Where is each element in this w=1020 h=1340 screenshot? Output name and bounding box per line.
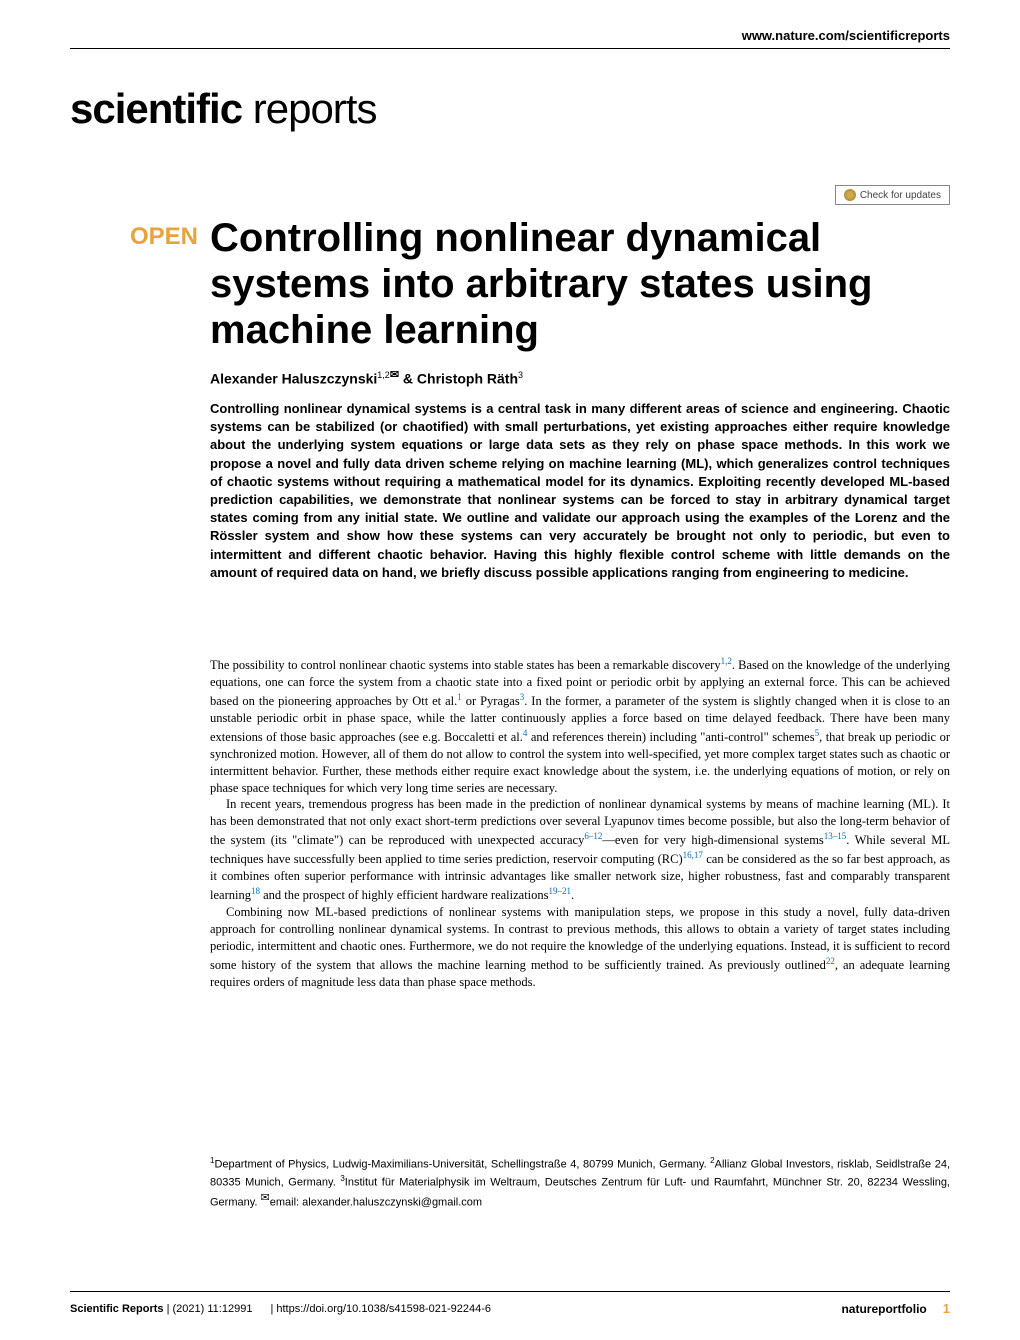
ref-link[interactable]: 6–12 (584, 831, 602, 841)
ref-link[interactable]: 22 (826, 956, 835, 966)
affiliations: 1Department of Physics, Ludwig-Maximilia… (210, 1155, 950, 1211)
check-updates-icon (844, 189, 856, 201)
logo-reports: reports (242, 85, 376, 132)
footer-left: Scientific Reports | (2021) 11:12991 | h… (70, 1303, 491, 1315)
author-affil-sup-1: 1,2 (377, 370, 390, 380)
footer-journal: Scientific Reports (70, 1303, 164, 1315)
footer-divider (70, 1291, 950, 1292)
author-affil-sup-2: 3 (518, 370, 523, 380)
header-url: www.nature.com/scientificreports (742, 28, 950, 43)
author-name-1: Alexander Haluszczynski (210, 371, 377, 387)
journal-logo: scientific reports (70, 85, 376, 133)
paragraph-3: Combining now ML-based predictions of no… (210, 904, 950, 991)
paragraph-2: In recent years, tremendous progress has… (210, 796, 950, 904)
open-access-label: OPEN (130, 223, 198, 251)
paragraph-1: The possibility to control nonlinear cha… (210, 655, 950, 796)
footer-citation: Scientific Reports | (2021) 11:12991 (70, 1303, 252, 1315)
email-icon: ✉ (390, 369, 399, 381)
email-icon: ✉ (261, 1192, 270, 1204)
ref-link[interactable]: 18 (251, 886, 260, 896)
footer-doi: | https://doi.org/10.1038/s41598-021-922… (270, 1303, 491, 1315)
page-number: 1 (943, 1301, 950, 1316)
footer-right: natureportfolio 1 (841, 1301, 950, 1316)
article-title: Controlling nonlinear dynamical systems … (210, 215, 950, 353)
footer: Scientific Reports | (2021) 11:12991 | h… (70, 1301, 950, 1316)
body-text: The possibility to control nonlinear cha… (210, 655, 950, 991)
ref-link[interactable]: 16,17 (683, 850, 703, 860)
ref-link[interactable]: 1,2 (721, 656, 732, 666)
footer-year-vol: (2021) 11:12991 (173, 1303, 253, 1315)
check-updates-button[interactable]: Check for updates (835, 185, 950, 205)
header-divider (70, 48, 950, 49)
author-name-2: & Christoph Räth (399, 371, 518, 387)
check-updates-label: Check for updates (860, 190, 941, 201)
logo-scientific: scientific (70, 85, 242, 132)
ref-link[interactable]: 13–15 (824, 831, 847, 841)
publisher-logo: natureportfolio (841, 1302, 926, 1316)
abstract: Controlling nonlinear dynamical systems … (210, 400, 950, 582)
affil-text-1: Department of Physics, Ludwig-Maximilian… (214, 1159, 710, 1171)
correspondence-email: alexander.haluszczynski@gmail.com (302, 1197, 482, 1209)
email-label: email: (270, 1197, 302, 1209)
authors: Alexander Haluszczynski1,2✉ & Christoph … (210, 368, 950, 387)
ref-link[interactable]: 19–21 (549, 886, 572, 896)
